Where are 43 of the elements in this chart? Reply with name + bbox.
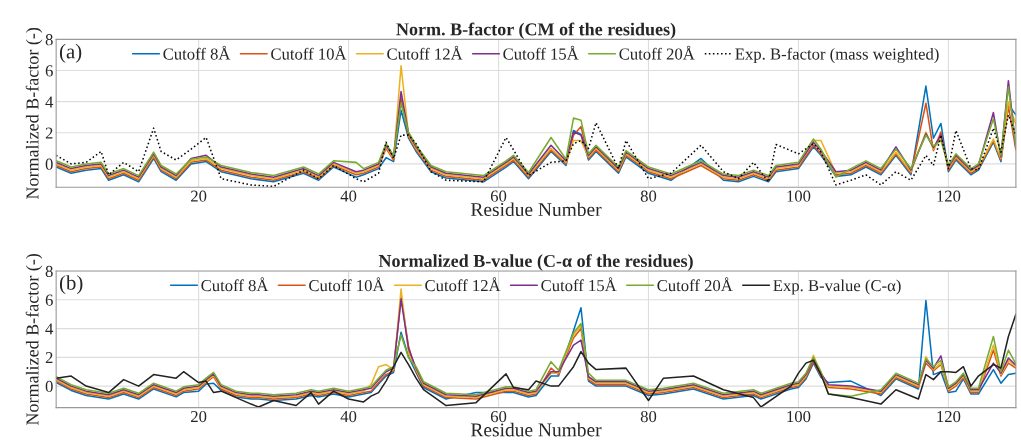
x-tick-label: 60 <box>490 410 507 423</box>
legend-label: Cutoff 12Å <box>387 45 463 60</box>
legend-label: Cutoff 8Å <box>163 45 231 60</box>
legend-label: Cutoff 10Å <box>309 277 385 292</box>
x-tick-label: 80 <box>640 410 657 423</box>
x-tick-label: 120 <box>937 190 961 202</box>
x-tick-label: 80 <box>640 190 657 202</box>
y-tick-label: 2 <box>45 127 53 139</box>
y-tick-label: 4 <box>45 96 54 108</box>
annotation: (a) <box>59 43 82 63</box>
y-tick-label: 6 <box>45 294 53 306</box>
x-axis-title: Residue Number <box>470 422 602 437</box>
chart-title: Norm. B-factor (CM of the residues) <box>396 22 676 40</box>
legend-label: Cutoff 10Å <box>271 45 347 60</box>
x-tick-label: 100 <box>787 190 811 202</box>
x-tick-label: 40 <box>340 190 357 202</box>
annotation: (b) <box>59 275 83 295</box>
y-tick-label: 0 <box>45 380 53 393</box>
y-tick-label: 8 <box>45 34 53 46</box>
y-tick-label: 4 <box>45 323 54 335</box>
legend-label: Cutoff 8Å <box>201 277 269 292</box>
line-series <box>56 322 1016 397</box>
chart-title: Normalized B-value (C-α of the residues) <box>378 254 693 271</box>
legend-label: Cutoff 20Å <box>657 277 733 292</box>
y-tick-label: 0 <box>45 158 53 170</box>
x-axis-title: Residue Number <box>470 202 602 217</box>
legend-label: Exp. B-value (C-α) <box>773 279 901 295</box>
legend-label: Exp. B-factor (mass weighted) <box>735 47 939 64</box>
y-tick-label: 8 <box>45 265 53 277</box>
y-tick-label: 2 <box>45 352 53 364</box>
x-tick-label: 20 <box>191 410 207 423</box>
legend-label: Cutoff 15Å <box>503 45 579 60</box>
legend-label: Cutoff 15Å <box>541 277 617 292</box>
legend-label: Cutoff 12Å <box>425 277 501 292</box>
y-axis-title: Normalized B-factor (-) <box>25 253 43 426</box>
x-tick-label: 40 <box>340 410 357 423</box>
legend-label: Cutoff 20Å <box>619 45 695 60</box>
x-tick-label: 60 <box>490 190 507 202</box>
x-tick-label: 120 <box>937 410 961 423</box>
y-tick-label: 6 <box>45 65 53 77</box>
x-tick-label: 20 <box>191 190 207 202</box>
y-axis-title: Normalized B-factor (-) <box>25 27 43 200</box>
x-tick-label: 100 <box>787 410 811 423</box>
